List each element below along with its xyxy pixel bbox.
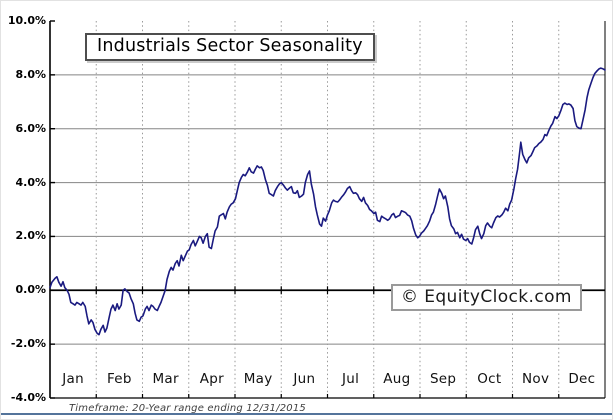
x-axis-label: Apr <box>199 371 224 387</box>
x-axis-label: Feb <box>106 371 132 387</box>
x-axis-label: Dec <box>568 371 596 387</box>
y-axis-label: 10.0% <box>7 14 46 27</box>
x-axis-label: May <box>243 371 273 387</box>
y-axis-label: 0.0% <box>15 283 46 297</box>
chart-title: Industrials Sector Seasonality <box>85 33 375 61</box>
x-axis-label: Nov <box>522 371 550 387</box>
y-axis-label: 8.0% <box>15 67 46 81</box>
y-axis-label: -4.0% <box>10 391 46 404</box>
x-axis-label: Aug <box>383 371 411 387</box>
x-axis-label: Oct <box>477 371 502 387</box>
x-axis-label: Mar <box>152 371 179 387</box>
equityclock-watermark: © EquityClock.com <box>391 284 582 311</box>
seasonality-line <box>49 67 606 336</box>
timeframe-footnote: Timeframe: 20-Year range ending 12/31/20… <box>69 403 306 414</box>
x-axis-label: Jul <box>342 371 360 387</box>
y-axis-label: 2.0% <box>15 229 46 243</box>
y-axis-label: 4.0% <box>15 175 46 189</box>
x-axis-label: Jun <box>293 371 316 387</box>
bottom-divider <box>1 413 612 415</box>
y-axis-label: 6.0% <box>15 121 46 135</box>
y-axis-label: -2.0% <box>10 337 46 351</box>
x-axis-label: Jan <box>62 371 84 387</box>
x-axis-label: Sep <box>429 371 457 387</box>
